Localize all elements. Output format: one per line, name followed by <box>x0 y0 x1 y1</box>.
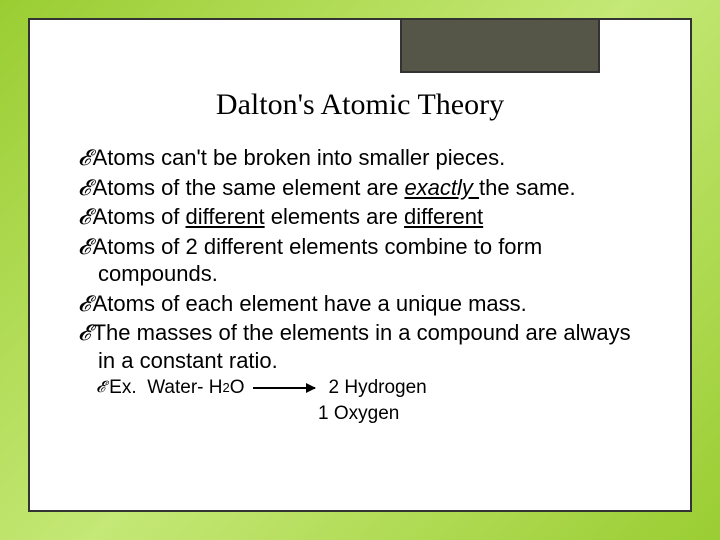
bullet-4-text: Atoms of 2 different elements combine to… <box>93 234 543 287</box>
example-subscript: 2 <box>222 380 229 397</box>
bullet-2: 𝓔Atoms of the same element are exactly t… <box>58 174 652 202</box>
bullet-icon: 𝓔 <box>96 378 105 399</box>
bullet-2-post: the same. <box>479 175 576 200</box>
example-label: Ex. <box>109 376 136 401</box>
example-line: 𝓔 Ex. Water- H2O 2 Hydrogen <box>96 376 652 401</box>
bullet-2-underline: exactly <box>404 175 479 200</box>
bullet-3: 𝓔Atoms of different elements are differe… <box>58 203 652 231</box>
bullet-icon: 𝓔 <box>78 175 91 200</box>
bullet-icon: 𝓔 <box>78 291 91 316</box>
bullet-icon: 𝓔 <box>78 320 91 345</box>
bullet-icon: 𝓔 <box>78 234 91 259</box>
arrow-icon <box>253 387 315 389</box>
bullet-1-text: Atoms can't be broken into smaller piece… <box>93 145 506 170</box>
example-suffix: O <box>230 376 245 401</box>
bullet-6: 𝓔The masses of the elements in a compoun… <box>58 319 652 374</box>
bullet-1: 𝓔Atoms can't be broken into smaller piec… <box>58 144 652 172</box>
bullet-4: 𝓔Atoms of 2 different elements combine t… <box>58 233 652 288</box>
bullet-5-text: Atoms of each element have a unique mass… <box>93 291 527 316</box>
slide-title: Dalton's Atomic Theory <box>30 88 690 122</box>
example-result-2: 1 Oxygen <box>318 403 652 425</box>
bullet-5: 𝓔Atoms of each element have a unique mas… <box>58 290 652 318</box>
slide-frame: Dalton's Atomic Theory 𝓔Atoms can't be b… <box>28 18 692 512</box>
bullet-3-u2: different <box>404 204 483 229</box>
example-result-1: 2 Hydrogen <box>329 376 427 401</box>
bullet-3-pre: Atoms of <box>93 204 186 229</box>
header-tab-box <box>400 18 600 73</box>
bullet-3-mid: elements are <box>265 204 404 229</box>
bullet-3-u1: different <box>186 204 265 229</box>
example-prefix: Water- H <box>147 376 222 401</box>
bullet-icon: 𝓔 <box>78 204 91 229</box>
content-area: 𝓔Atoms can't be broken into smaller piec… <box>30 144 690 425</box>
bullet-6-text: The masses of the elements in a compound… <box>93 320 631 373</box>
bullet-icon: 𝓔 <box>78 145 91 170</box>
bullet-2-pre: Atoms of the same element are <box>93 175 405 200</box>
